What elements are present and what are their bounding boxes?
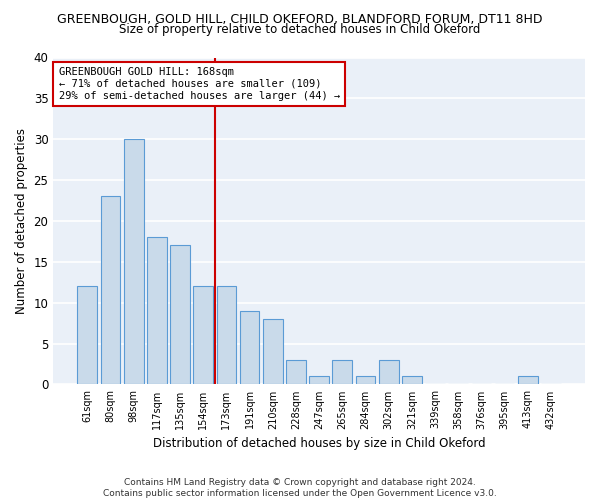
Bar	[518, 376, 538, 384]
Bar	[124, 139, 143, 384]
Bar	[309, 376, 329, 384]
Bar	[101, 196, 121, 384]
Text: GREENBOUGH GOLD HILL: 168sqm
← 71% of detached houses are smaller (109)
29% of s: GREENBOUGH GOLD HILL: 168sqm ← 71% of de…	[59, 68, 340, 100]
Text: GREENBOUGH, GOLD HILL, CHILD OKEFORD, BLANDFORD FORUM, DT11 8HD: GREENBOUGH, GOLD HILL, CHILD OKEFORD, BL…	[57, 12, 543, 26]
Bar	[379, 360, 398, 384]
Text: Size of property relative to detached houses in Child Okeford: Size of property relative to detached ho…	[119, 22, 481, 36]
Text: Contains HM Land Registry data © Crown copyright and database right 2024.
Contai: Contains HM Land Registry data © Crown c…	[103, 478, 497, 498]
Bar	[240, 311, 259, 384]
Bar	[147, 238, 167, 384]
Bar	[402, 376, 422, 384]
Bar	[77, 286, 97, 384]
Y-axis label: Number of detached properties: Number of detached properties	[15, 128, 28, 314]
Bar	[356, 376, 376, 384]
X-axis label: Distribution of detached houses by size in Child Okeford: Distribution of detached houses by size …	[153, 437, 485, 450]
Bar	[217, 286, 236, 384]
Bar	[170, 246, 190, 384]
Bar	[263, 319, 283, 384]
Bar	[193, 286, 213, 384]
Bar	[286, 360, 306, 384]
Bar	[332, 360, 352, 384]
